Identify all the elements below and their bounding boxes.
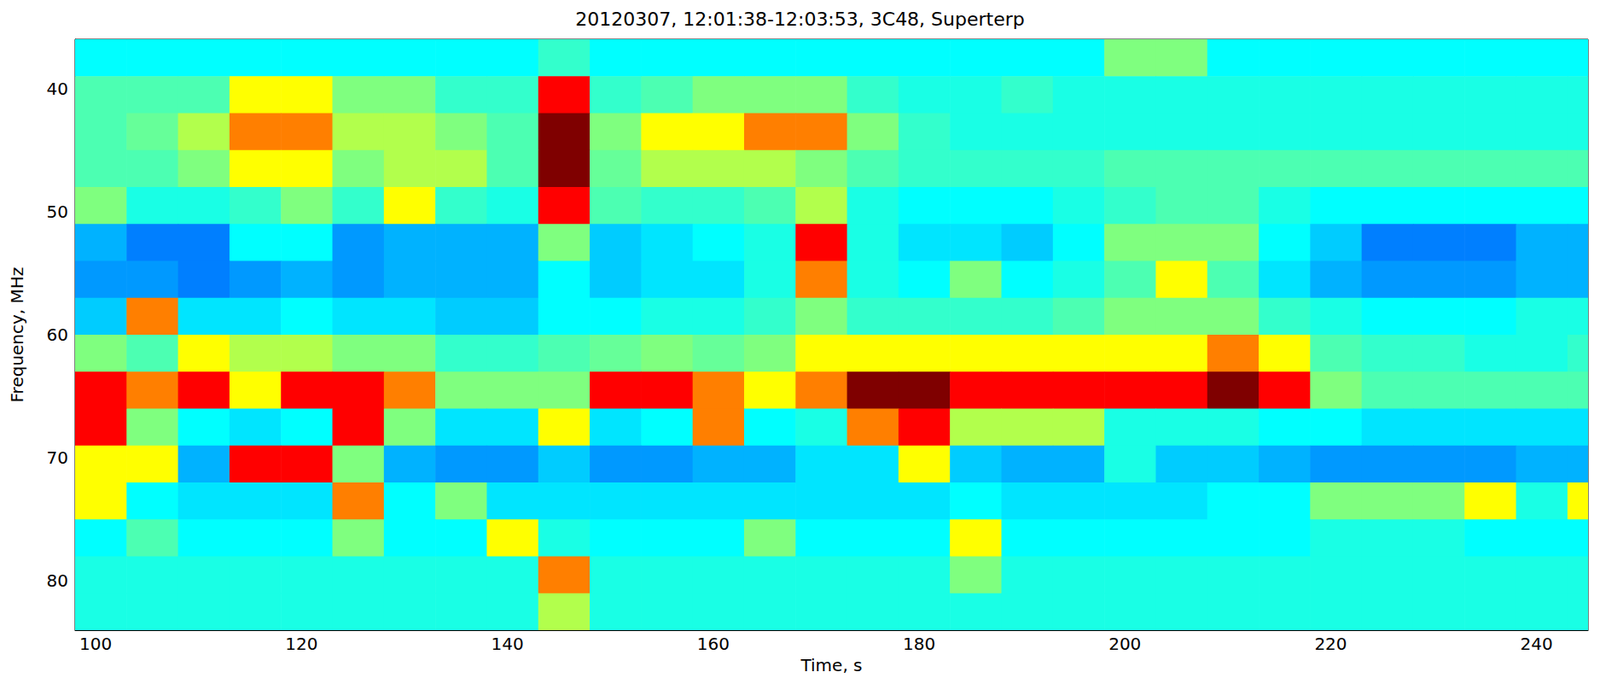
svg-text:120: 120 [285,633,318,654]
svg-text:100: 100 [79,633,112,654]
svg-text:50: 50 [46,201,69,222]
svg-text:70: 70 [46,447,69,468]
svg-text:Frequency, MHz: Frequency, MHz [6,267,28,403]
svg-text:80: 80 [46,570,69,591]
svg-text:140: 140 [490,633,524,654]
svg-text:180: 180 [902,633,936,654]
svg-text:220: 220 [1314,633,1347,654]
svg-text:40: 40 [46,78,69,99]
svg-text:200: 200 [1108,633,1141,654]
svg-text:240: 240 [1520,633,1554,654]
svg-text:20120307, 12:01:38-12:03:53, 3: 20120307, 12:01:38-12:03:53, 3C48, Super… [575,8,1024,30]
svg-text:60: 60 [46,324,69,345]
svg-text:Time, s: Time, s [799,654,862,675]
svg-text:160: 160 [697,633,730,654]
